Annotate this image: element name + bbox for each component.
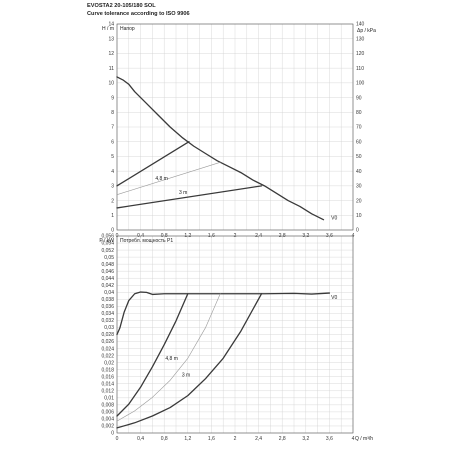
head-series-line-3 [116,185,263,209]
power-y-tick-label: 0,024 [101,346,114,352]
head-y-tick-label: 8 [111,110,114,116]
head-y-tick-label: 1 [111,213,114,219]
head-y-tick-label: 6 [111,139,114,145]
chart-subtitle: Curve tolerance according to ISO 9906 [87,11,190,17]
head-y2-tick-label: 60 [356,139,362,145]
power-y-tick-label: 0,032 [101,318,114,324]
power-x-tick-label: 0,8 [161,436,168,442]
power-curve-label: 3 m [182,372,190,378]
power-y-tick-label: 0,02 [104,360,114,366]
head-y-tick-label: 9 [111,95,114,101]
head-y2-tick-label: 50 [356,154,362,160]
power-x-tick-label: 1,6 [208,436,215,442]
power-series-line-2 [116,293,221,422]
head-curve-label: V0 [331,216,337,222]
power-y-tick-label: 0,036 [101,304,114,310]
power-y-tick-label: 0,052 [101,248,114,254]
power-y-tick-label: 0,01 [104,396,114,402]
power-y-tick-label: 0,04 [104,290,114,296]
head-curve-label: 3 m [179,190,187,196]
head-y2-tick-label: 110 [356,66,364,72]
head-panel: 00,40,81,21,622,42,83,23,640123456789101… [102,22,376,239]
power-x-tick-label: 2 [234,436,237,442]
power-y-tick-label: 0,004 [101,417,114,423]
head-y2-axis-label: Δp / kPa [357,28,376,34]
power-y-tick-label: 0,002 [101,424,114,430]
head-panel-title: Напор [120,26,135,32]
power-series-line-1 [116,293,189,417]
power-y-tick-label: 0,048 [101,262,114,268]
head-y2-tick-label: 90 [356,95,362,101]
head-y2-tick-label: 40 [356,169,362,175]
power-x-tick-label: 4 [352,436,355,442]
head-y2-tick-label: 120 [356,51,365,57]
chart-title: EVOSTA2 20-105/180 SOL [87,3,156,9]
power-y-tick-label: 0,046 [101,269,114,275]
head-y-tick-label: 12 [108,51,114,57]
head-y-axis-label: H / m [102,26,114,32]
power-y-tick-label: 0,054 [101,241,114,247]
power-y-tick-label: 0,014 [101,381,114,387]
power-y-tick-label: 0,016 [101,374,114,380]
head-y-tick-label: 14 [108,22,114,28]
power-x-tick-label: 0,4 [137,436,144,442]
power-x-tick-label: 3,2 [302,436,309,442]
power-y-tick-label: 0,026 [101,339,114,345]
head-y2-tick-label: 30 [356,184,362,190]
head-y2-tick-label: 10 [356,213,362,219]
power-x-tick-label: 2,4 [255,436,262,442]
head-y-tick-label: 11 [109,66,114,72]
power-y-tick-label: 0,03 [104,325,114,331]
head-y2-tick-label: 140 [356,22,365,28]
head-y-tick-label: 3 [111,184,114,190]
power-x-tick-label: 1,2 [184,436,191,442]
power-y-tick-label: 0,008 [101,403,114,409]
head-y-tick-label: 5 [111,154,114,160]
power-y-tick-label: 0,022 [101,353,114,359]
power-y-tick-label: 0,018 [101,367,114,373]
head-y-tick-label: 2 [111,198,114,204]
power-y-tick-label: 0,05 [104,255,114,261]
head-y2-tick-label: 100 [356,81,365,87]
power-y-tick-label: 0,012 [101,388,114,394]
power-x-tick-label: 3,6 [326,436,333,442]
head-y2-tick-label: 20 [356,198,362,204]
power-y-tick-label: 0,028 [101,332,114,338]
power-panel-title: Потребл. мощность P1 [120,238,173,244]
head-y-tick-label: 4 [111,169,114,175]
power-curve-label: V0 [331,295,337,301]
power-panel: 0 0,4 0,8 1,2 1,6 2 2,4 2,8 3,2 3,6 400,0020,0040,… [99,234,373,442]
power-y-tick-label: 0,056 [101,234,114,240]
head-y2-tick-label: 0 [356,228,359,234]
power-series-line-3 [116,293,263,429]
head-y2-tick-label: 70 [356,125,362,131]
power-y-tick-label: 0,044 [101,276,114,282]
head-y-tick-label: 0 [111,228,114,234]
power-series-line-0 [116,291,331,336]
head-frame [116,23,354,231]
power-y-tick-label: 0,042 [101,283,114,289]
power-y-tick-label: 0,034 [101,311,114,317]
head-y-tick-label: 7 [111,125,114,131]
power-y-tick-label: 0,006 [101,410,114,416]
head-y-tick-label: 10 [108,81,114,87]
head-y-tick-label: 13 [108,36,114,42]
power-y-tick-label: 0,038 [101,297,114,303]
head-y2-tick-label: 80 [356,110,362,116]
power-x-tick-label: 0 [116,436,119,442]
power-x-tick-label: 2,8 [279,436,286,442]
power-curve-label: 4,8 m [165,356,178,362]
power-x-axis-label: Q / m³/h [355,436,373,442]
power-y-axis-label: P / kW [99,238,114,244]
head-series-line-1 [116,141,190,187]
head-series-line-0 [116,76,325,221]
head-series-line-2 [116,162,221,195]
power-y-tick-label: 0 [111,431,114,437]
head-curve-label: 4,8 m [155,176,168,182]
head-y2-tick-label: 130 [356,36,365,42]
